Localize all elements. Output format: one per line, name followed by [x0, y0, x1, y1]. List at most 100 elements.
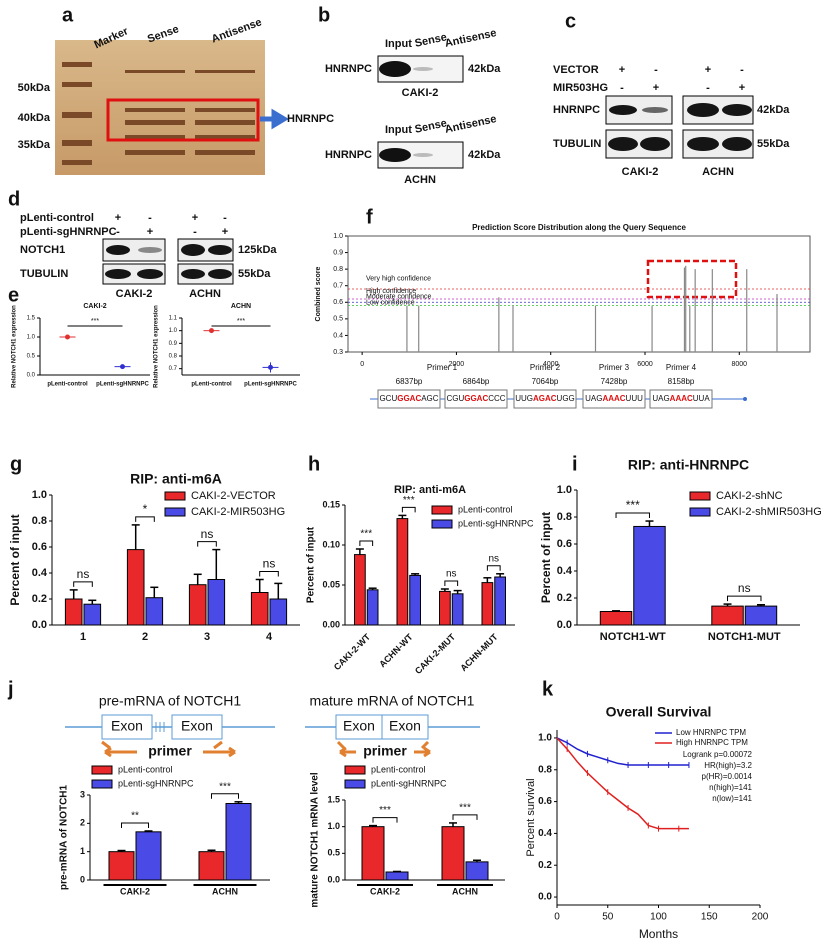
y-tick-label: 3: [80, 789, 85, 799]
lane-label: Antisense: [444, 27, 498, 50]
bar: [451, 593, 464, 626]
y-tick-label: 0.7: [333, 283, 343, 290]
dot: [268, 364, 273, 370]
y-tick-label: 0.4: [333, 332, 343, 339]
panel-letter: d: [8, 188, 20, 210]
panel-a: Marker Sense Antisense 50kDa 40kDa 35kDa…: [18, 16, 334, 175]
exon-box: [171, 714, 223, 740]
sequence-part: UGG: [557, 394, 575, 403]
y-axis-label: mature NOTCH1 mRNA level: [310, 772, 321, 907]
legend-label: pLenti-control: [118, 764, 173, 774]
bar: [633, 525, 666, 626]
significance-bracket: [73, 581, 93, 587]
significance-label: ***: [91, 318, 99, 325]
cell-label: ACHN: [404, 174, 436, 186]
panel-letter: c: [565, 10, 576, 32]
y-axis-label: Relative NOTCH1 expression: [12, 305, 18, 388]
blot-band: [413, 67, 433, 71]
stat-label: HR(high)=3.2: [704, 761, 752, 770]
protein-label: HNRNPC: [325, 63, 372, 75]
x-tick-label: NOTCH1-MUT: [708, 631, 781, 643]
threshold-label: High confidence: [366, 288, 416, 295]
panel-letter: a: [62, 4, 74, 26]
bar: [441, 826, 465, 881]
size-label: 42kDa: [468, 149, 501, 161]
site-box: [513, 389, 577, 409]
x-tick-label: CAKI-2-MUT: [413, 632, 458, 677]
bar: [409, 574, 421, 626]
sequence-end: [743, 397, 747, 401]
sequence-motif: AAAC: [602, 394, 625, 403]
sign: +: [739, 82, 745, 94]
sign: +: [653, 82, 659, 94]
legend-swatch: [344, 765, 366, 775]
site-sequence: CGUGGACCCC: [446, 394, 505, 403]
condition-label: MIR503HG: [553, 82, 608, 94]
sign: -: [740, 64, 744, 76]
legend-label: pLenti-sgHNRNPC: [371, 778, 447, 788]
marker-label: 35kDa: [18, 139, 51, 151]
panel-letter: h: [308, 453, 320, 475]
sequence-part: UAG: [652, 394, 669, 403]
chart-title: Overall Survival: [606, 704, 712, 720]
legend-label: CAKI-2-shNC: [716, 490, 783, 502]
size-label: 125kDa: [238, 244, 277, 256]
primer-label: primer: [363, 743, 407, 759]
y-tick-label: 0.8: [333, 266, 343, 273]
intron-marks: [155, 722, 165, 732]
significance-bracket: [486, 565, 501, 571]
panel-letters: a b c d e f g h i j k: [7, 4, 578, 700]
y-tick-label: 0.05: [322, 579, 340, 589]
significance-label: ns: [263, 557, 276, 571]
panel-letter: k: [542, 678, 554, 700]
legend-label: CAKI-2-VECTOR: [191, 490, 276, 502]
sequence-part: AGC: [421, 394, 439, 403]
sequence-part: CGU: [446, 394, 464, 403]
legend-swatch: [91, 779, 113, 789]
survival-line: [556, 737, 689, 766]
y-axis-label: pre-mRNA of NOTCH1: [59, 784, 70, 890]
exon-box: [101, 714, 153, 740]
site-sequence: UAGAAACUUU: [585, 394, 643, 403]
blot: [177, 263, 234, 285]
sign: -: [193, 226, 197, 238]
sequence-part: CCC: [488, 394, 506, 403]
significance-label: ***: [459, 803, 471, 814]
condition-label: pLenti-control: [20, 212, 94, 224]
significance-label: ***: [219, 781, 231, 792]
y-tick-label: 0.6: [333, 299, 343, 306]
x-tick-label: 4: [266, 631, 273, 643]
diagram-title: pre-mRNA of NOTCH1: [99, 693, 242, 709]
legend-swatch: [164, 507, 186, 517]
y-axis-label: Percent of input: [8, 514, 22, 605]
significance-label: ns: [738, 581, 751, 595]
legend-swatch: [91, 765, 113, 775]
y-tick-label: 0.5: [27, 354, 36, 360]
y-tick-label: 1.0: [27, 335, 36, 341]
significance-bracket: [211, 793, 239, 799]
primer-name: Primer 4: [666, 363, 697, 372]
protein-label: TUBULIN: [553, 138, 601, 150]
y-tick-label: 0: [80, 874, 85, 884]
cell-label: ACHN: [702, 166, 734, 178]
cell-label: CAKI-2: [116, 288, 153, 300]
significance-bracket: [359, 540, 374, 546]
dot: [120, 364, 125, 370]
panel-b: Input Sense Antisense HNRNPC 42kDa CAKI-…: [325, 27, 501, 186]
y-tick-label: 1.0: [333, 233, 343, 240]
y-tick-label: 0.7: [169, 366, 178, 372]
cell-label: CAKI-2: [622, 166, 659, 178]
significance-bracket: [197, 541, 217, 547]
bar: [396, 518, 409, 626]
legend-swatch: [689, 507, 711, 517]
x-tick-label: ACHN: [452, 886, 478, 896]
diagram-title: mature mRNA of NOTCH1: [310, 693, 475, 709]
chart-title: CAKI-2: [83, 303, 106, 310]
legend-swatch: [689, 491, 711, 501]
x-tick-label: 50: [602, 912, 614, 923]
y-tick-label: 0.8: [169, 354, 178, 360]
significance-label: ***: [360, 529, 372, 540]
bar: [744, 605, 778, 626]
panel-c: VECTOR MIR503HG + - + - - + - + HNRNPC T…: [553, 64, 790, 178]
